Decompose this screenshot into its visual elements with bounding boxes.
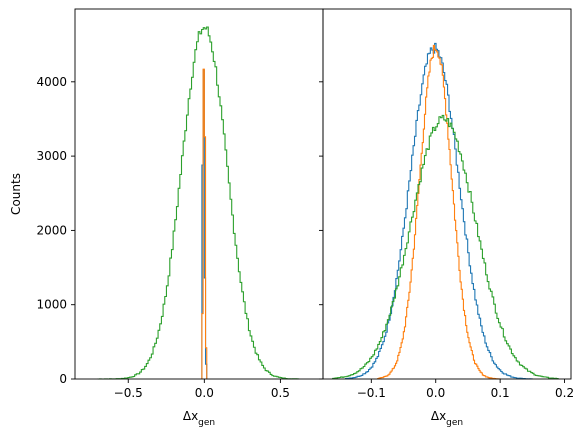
- left-panel: −0.5 0.0 0.5 0 1000 2000 3000 4000 Δxgen Counts: [9, 8, 324, 428]
- y-axis-label: Counts: [9, 173, 23, 215]
- right-panel: −0.1 0.0 0.1 0.2 Δxgen: [319, 8, 574, 428]
- y-tick-label: 3000: [36, 149, 67, 163]
- histogram-series-2: [201, 68, 208, 379]
- x-tick-label: 0.2: [555, 386, 574, 400]
- x-tick-label: 0.1: [491, 386, 510, 400]
- x-tick-label: 0.5: [271, 386, 290, 400]
- histogram-series-0: [345, 42, 533, 380]
- y-tick-label: 2000: [36, 223, 67, 237]
- axes-frame: [74, 8, 324, 380]
- x-axis-label: Δxgen: [183, 409, 215, 428]
- x-tick-label: −0.1: [357, 386, 386, 400]
- histogram-series-2: [332, 114, 559, 380]
- x-axis-label: Δxgen: [431, 409, 463, 428]
- y-tick-label: 1000: [36, 298, 67, 312]
- x-tick-label: −0.5: [114, 386, 143, 400]
- x-tick-label: 0.0: [195, 386, 214, 400]
- y-tick-label: 4000: [36, 75, 67, 89]
- histogram-series-1: [377, 44, 501, 380]
- y-tick-label: 0: [59, 372, 67, 386]
- x-tick-label: 0.0: [426, 386, 445, 400]
- histogram-series-1: [201, 69, 208, 379]
- histogram-series-0: [97, 26, 300, 380]
- axes-frame: [322, 8, 572, 380]
